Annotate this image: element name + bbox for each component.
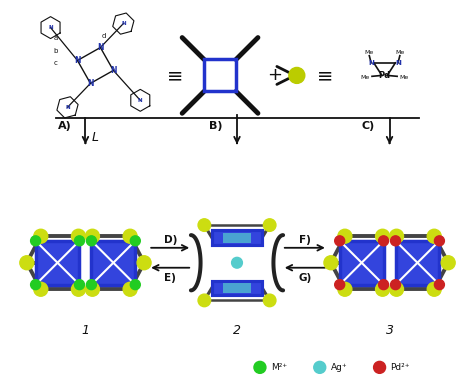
Circle shape: [31, 236, 41, 246]
Text: M²⁺: M²⁺: [271, 363, 287, 372]
Circle shape: [130, 236, 140, 246]
Text: Ag⁺: Ag⁺: [331, 363, 347, 372]
Circle shape: [86, 236, 96, 246]
Bar: [395, 241, 439, 285]
Circle shape: [74, 280, 84, 290]
Circle shape: [198, 294, 210, 307]
Circle shape: [379, 236, 389, 246]
Circle shape: [391, 280, 401, 290]
Circle shape: [391, 236, 401, 246]
Text: N: N: [110, 66, 117, 75]
Circle shape: [123, 229, 137, 243]
Text: 2: 2: [233, 324, 241, 337]
Circle shape: [85, 282, 100, 296]
Bar: [223, 232, 251, 243]
Circle shape: [232, 257, 242, 268]
Text: N: N: [48, 25, 53, 30]
Circle shape: [427, 282, 441, 296]
Circle shape: [390, 282, 403, 296]
Text: a: a: [54, 34, 58, 41]
Bar: [36, 241, 80, 285]
Circle shape: [379, 280, 389, 290]
Circle shape: [20, 256, 34, 270]
Circle shape: [338, 282, 352, 296]
Text: N: N: [395, 60, 401, 66]
Circle shape: [31, 280, 41, 290]
Circle shape: [34, 282, 48, 296]
Text: N: N: [65, 105, 70, 110]
Circle shape: [390, 229, 403, 243]
Circle shape: [85, 229, 100, 243]
Bar: [91, 241, 135, 285]
Text: Pd²⁺: Pd²⁺: [391, 363, 410, 372]
Circle shape: [86, 280, 96, 290]
Circle shape: [434, 280, 445, 290]
Text: Me: Me: [400, 75, 409, 80]
Circle shape: [434, 236, 445, 246]
Circle shape: [335, 280, 345, 290]
Circle shape: [338, 229, 352, 243]
Text: C): C): [362, 121, 375, 131]
Circle shape: [374, 362, 385, 373]
Circle shape: [123, 282, 137, 296]
Text: Me: Me: [395, 50, 404, 55]
Circle shape: [264, 219, 276, 231]
Text: +: +: [267, 66, 283, 84]
Bar: [212, 231, 262, 245]
Text: F): F): [299, 235, 311, 245]
Circle shape: [441, 256, 455, 270]
Bar: [204, 59, 236, 92]
Circle shape: [375, 229, 390, 243]
Text: N: N: [87, 79, 94, 88]
Circle shape: [314, 362, 326, 373]
Circle shape: [289, 67, 305, 83]
Text: Me: Me: [360, 75, 369, 80]
Text: ≡: ≡: [317, 66, 333, 85]
Text: B): B): [209, 121, 223, 131]
Text: N: N: [138, 98, 143, 103]
Circle shape: [375, 282, 390, 296]
Text: d: d: [101, 33, 106, 39]
Text: E): E): [164, 273, 176, 283]
Circle shape: [130, 280, 140, 290]
Bar: [340, 241, 383, 285]
Circle shape: [427, 229, 441, 243]
Circle shape: [324, 256, 338, 270]
Circle shape: [72, 282, 85, 296]
Circle shape: [198, 219, 210, 231]
Circle shape: [72, 229, 85, 243]
Text: D): D): [164, 235, 177, 245]
Text: N: N: [97, 43, 104, 52]
Circle shape: [254, 362, 266, 373]
Text: G): G): [298, 273, 311, 283]
Circle shape: [137, 256, 151, 270]
Text: c: c: [54, 61, 57, 67]
Text: L: L: [92, 131, 99, 144]
Circle shape: [74, 236, 84, 246]
Bar: [212, 281, 262, 295]
Text: ≡: ≡: [167, 66, 183, 85]
Text: N: N: [121, 21, 126, 26]
Text: Pd: Pd: [379, 71, 391, 80]
Text: b: b: [54, 47, 58, 54]
Circle shape: [335, 236, 345, 246]
Text: N: N: [74, 56, 81, 65]
Text: 1: 1: [82, 324, 90, 337]
Text: 3: 3: [385, 324, 393, 337]
Text: N: N: [368, 60, 374, 66]
Circle shape: [264, 294, 276, 307]
Text: Me: Me: [365, 50, 374, 55]
Text: A): A): [57, 121, 71, 131]
Circle shape: [34, 229, 48, 243]
Bar: [223, 283, 251, 293]
